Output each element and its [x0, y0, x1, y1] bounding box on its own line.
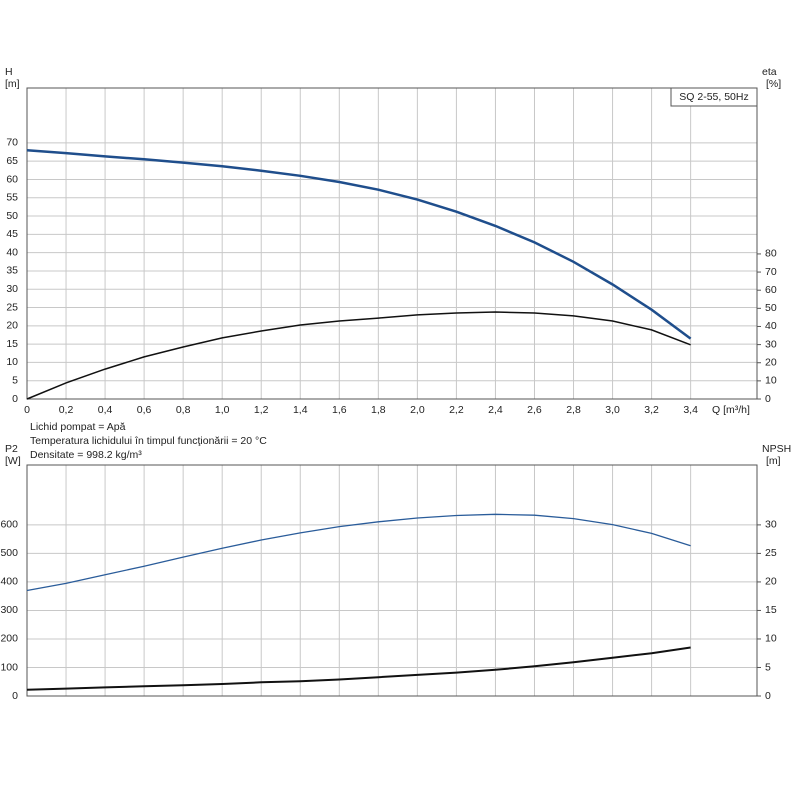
y-tick-label: 65 [6, 155, 18, 167]
y2-tick-label: 30 [765, 338, 777, 350]
x-tick-label: 1,8 [371, 404, 386, 416]
y2-tick-label: 15 [765, 604, 777, 616]
y-tick-label: 70 [6, 137, 18, 149]
x-tick-label: 1,6 [332, 404, 347, 416]
y-tick-label: 30 [6, 283, 18, 295]
y-tick-label: 0 [12, 690, 18, 702]
y-tick-label: 0 [12, 393, 18, 405]
note: Temperatura lichidului în timpul funcţio… [30, 435, 267, 447]
y2-axis-label: eta [762, 66, 777, 78]
y2-axis-unit: [%] [766, 78, 781, 90]
y-tick-label: 400 [0, 576, 18, 588]
y2-axis-label: NPSH [762, 443, 791, 455]
y-axis-unit: [W] [5, 455, 21, 467]
y-tick-label: 45 [6, 228, 18, 240]
x-tick-label: 0 [24, 404, 30, 416]
x-tick-label: 3,2 [644, 404, 659, 416]
x-tick-label: 2,0 [410, 404, 425, 416]
title-box [670, 87, 758, 107]
y2-tick-label: 50 [765, 302, 777, 314]
y-tick-label: 60 [6, 173, 18, 185]
y-tick-label: 10 [6, 356, 18, 368]
y-tick-label: 15 [6, 338, 18, 350]
x-tick-label: 0,4 [98, 404, 113, 416]
x-tick-label: 1,4 [293, 404, 308, 416]
y2-tick-label: 20 [765, 357, 777, 369]
note: Densitate = 998.2 kg/m³ [30, 449, 142, 461]
y2-tick-label: 10 [765, 375, 777, 387]
y2-tick-label: 30 [765, 519, 777, 531]
y-tick-label: 50 [6, 210, 18, 222]
y-tick-label: 5 [12, 374, 18, 386]
y2-tick-label: 10 [765, 633, 777, 645]
x-tick-label: 2,4 [488, 404, 503, 416]
y-tick-label: 500 [0, 547, 18, 559]
plot-frame [26, 464, 758, 697]
curve [26, 311, 691, 400]
y2-tick-label: 80 [765, 248, 777, 260]
x-tick-label: 0,6 [137, 404, 152, 416]
x-tick-label: 1,2 [254, 404, 269, 416]
y2-tick-label: 25 [765, 547, 777, 559]
curve [26, 513, 691, 592]
y-tick-label: 100 [0, 661, 18, 673]
y2-axis-unit: [m] [766, 455, 781, 467]
y2-tick-label: 20 [765, 576, 777, 588]
y-axis-unit: [m] [5, 78, 20, 90]
y2-tick-label: 60 [765, 284, 777, 296]
x-axis-label: Q [m³/h] [712, 404, 750, 416]
y-tick-label: 25 [6, 301, 18, 313]
plot-frame [26, 87, 758, 400]
y-tick-label: 20 [6, 320, 18, 332]
y-axis-label: H [5, 66, 13, 78]
x-tick-label: 2,2 [449, 404, 464, 416]
y-tick-label: 40 [6, 246, 18, 258]
x-tick-label: 2,8 [566, 404, 581, 416]
y2-tick-label: 5 [765, 661, 771, 673]
curve [26, 148, 692, 340]
y-axis-label: P2 [5, 443, 18, 455]
y2-tick-label: 40 [765, 320, 777, 332]
y-tick-label: 55 [6, 192, 18, 204]
chart-title: SQ 2-55, 50Hz [679, 91, 748, 103]
curve [26, 646, 691, 691]
x-tick-label: 1,0 [215, 404, 230, 416]
x-tick-label: 0,8 [176, 404, 191, 416]
y2-tick-label: 70 [765, 266, 777, 278]
x-tick-label: 3,0 [605, 404, 620, 416]
y-tick-label: 200 [0, 633, 18, 645]
y-tick-label: 600 [0, 519, 18, 531]
y2-tick-label: 0 [765, 393, 771, 405]
y-tick-label: 35 [6, 265, 18, 277]
note: Lichid pompat = Apă [30, 421, 126, 433]
y2-tick-label: 0 [765, 690, 771, 702]
x-tick-label: 2,6 [527, 404, 542, 416]
y-tick-label: 300 [0, 604, 18, 616]
x-tick-label: 3,4 [683, 404, 698, 416]
x-tick-label: 0,2 [59, 404, 74, 416]
